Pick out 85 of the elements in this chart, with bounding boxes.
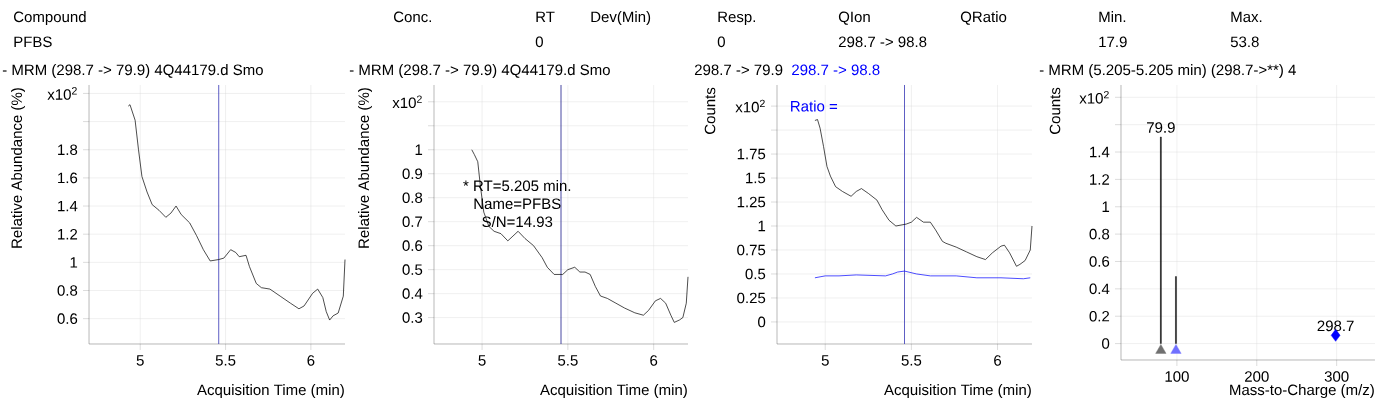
y-tick-label: 1.25 [737, 196, 766, 208]
annotation: * RT=5.205 min. [463, 180, 571, 192]
category-label: QRatio [960, 11, 1007, 25]
x-tick-label: 6 [994, 355, 1002, 366]
category-label: RT [536, 11, 555, 22]
y-tick-label: 1.2 [58, 228, 78, 240]
text: 53.8 [1230, 36, 1259, 48]
category-label: Dev(Min) [591, 11, 651, 26]
chart-title: - MRM (298.7 -> 79.9) 4Q44179.d Smo [349, 64, 610, 79]
y-tick-label: 0.6 [57, 313, 78, 324]
x-tick-label: 5.5 [558, 355, 578, 366]
x-tick-label: 5.5 [215, 355, 236, 366]
y-tick-label: 0.9 [402, 168, 423, 180]
x-axis-title: Acquisition Time (min) [197, 384, 344, 399]
text: PFBS [14, 36, 52, 48]
y-axis-title: Counts [1049, 87, 1061, 134]
y-tick-label: 0.4 [1089, 283, 1110, 295]
x-tick-label: 5 [821, 355, 829, 366]
y-tick-label: x10$^{2}$ [392, 95, 422, 109]
y-tick-label: 0.3 [402, 312, 423, 323]
y-tick-label: x10$^{2}$ [735, 99, 765, 113]
x-axis-title: Acquisition Time (min) [884, 384, 1031, 399]
text: 0 [717, 36, 725, 48]
x-tick-label: 200 [1245, 371, 1269, 382]
y-tick-label: 1.4 [1090, 146, 1110, 158]
y-tick-label: 0 [758, 316, 766, 328]
text: 0 [535, 36, 543, 48]
category-label: Min. [1099, 11, 1126, 22]
x-axis-title: Acquisition Time (min) [540, 384, 687, 399]
y-tick-label: 1.4 [58, 200, 78, 212]
y-axis-title: Relative Abundance (%) [11, 88, 26, 248]
annotation: Ratio = [791, 100, 838, 112]
y-tick-label: 1 [70, 257, 78, 268]
x-tick-label: 5.5 [901, 355, 922, 366]
x-axis-title: Mass-to-Charge (m/z) [1230, 384, 1374, 399]
y-tick-label: 0.6 [402, 240, 423, 251]
line-series [471, 149, 689, 323]
y-tick-label: 0.7 [402, 216, 423, 227]
y-tick-label: 0.4 [402, 288, 423, 299]
chart-title: - MRM (298.7 -> 79.9) 4Q44179.d Smo [2, 64, 263, 79]
line-series [814, 119, 1033, 267]
y-tick-label: 0.8 [402, 192, 423, 204]
line-series [814, 270, 1031, 280]
y-tick-label: 0.75 [737, 244, 766, 256]
text: 298.7 -> 79.9 [694, 64, 783, 76]
y-tick-label: 0.6 [1089, 256, 1110, 267]
y-tick-label: 1 [415, 144, 423, 155]
chart-title: - MRM (5.205-5.205 min) (298.7->**) 4 [1039, 64, 1296, 79]
category-label: Max. [1231, 11, 1262, 23]
y-tick-label: 1.5 [746, 172, 766, 184]
category-label: Compound [13, 11, 86, 26]
category-label: Conc. [393, 11, 432, 23]
annotation: 298.7 [1317, 320, 1354, 332]
x-tick-label: 300 [1324, 371, 1349, 382]
y-tick-label: x10$^{2}$ [1079, 90, 1109, 104]
y-tick-label: 1.6 [58, 172, 78, 184]
text: 17.9 [1099, 36, 1127, 48]
y-tick-label: 0 [1102, 338, 1110, 349]
y-axis-title: Counts [704, 87, 716, 134]
y-tick-label: 1 [758, 220, 766, 232]
y-tick-label: 0.5 [745, 268, 766, 280]
x-tick-label: 5 [136, 355, 144, 366]
x-tick-label: 100 [1165, 371, 1189, 382]
annotation: 79.9 [1147, 122, 1175, 133]
y-tick-label: 0.8 [1089, 228, 1110, 240]
x-tick-label: 6 [650, 355, 658, 366]
y-tick-label: 1.75 [737, 148, 766, 160]
y-axis-title: Relative Abundance (%) [358, 88, 372, 248]
y-tick-label: 0.5 [402, 264, 423, 275]
annotation: S/N=14.93 [482, 216, 553, 228]
line-series [127, 104, 346, 321]
y-tick-label: 0.25 [737, 292, 766, 304]
y-tick-label: 1 [1102, 201, 1110, 212]
annotation: Name=PFBS [474, 198, 561, 210]
y-tick-label: 1.8 [58, 144, 78, 156]
text: 298.7 -> 98.8 [838, 36, 927, 48]
category-label: QIon [838, 11, 870, 25]
y-tick-label: 1.2 [1090, 174, 1110, 185]
y-tick-label: 0.8 [57, 285, 78, 296]
x-tick-label: 5 [478, 355, 486, 366]
y-tick-label: 0.2 [1089, 310, 1110, 322]
text: 298.7 -> 98.8 [792, 64, 880, 76]
y-tick-label: x10$^{2}$ [47, 87, 77, 100]
category-label: Resp. [718, 11, 756, 26]
x-tick-label: 6 [307, 355, 315, 366]
